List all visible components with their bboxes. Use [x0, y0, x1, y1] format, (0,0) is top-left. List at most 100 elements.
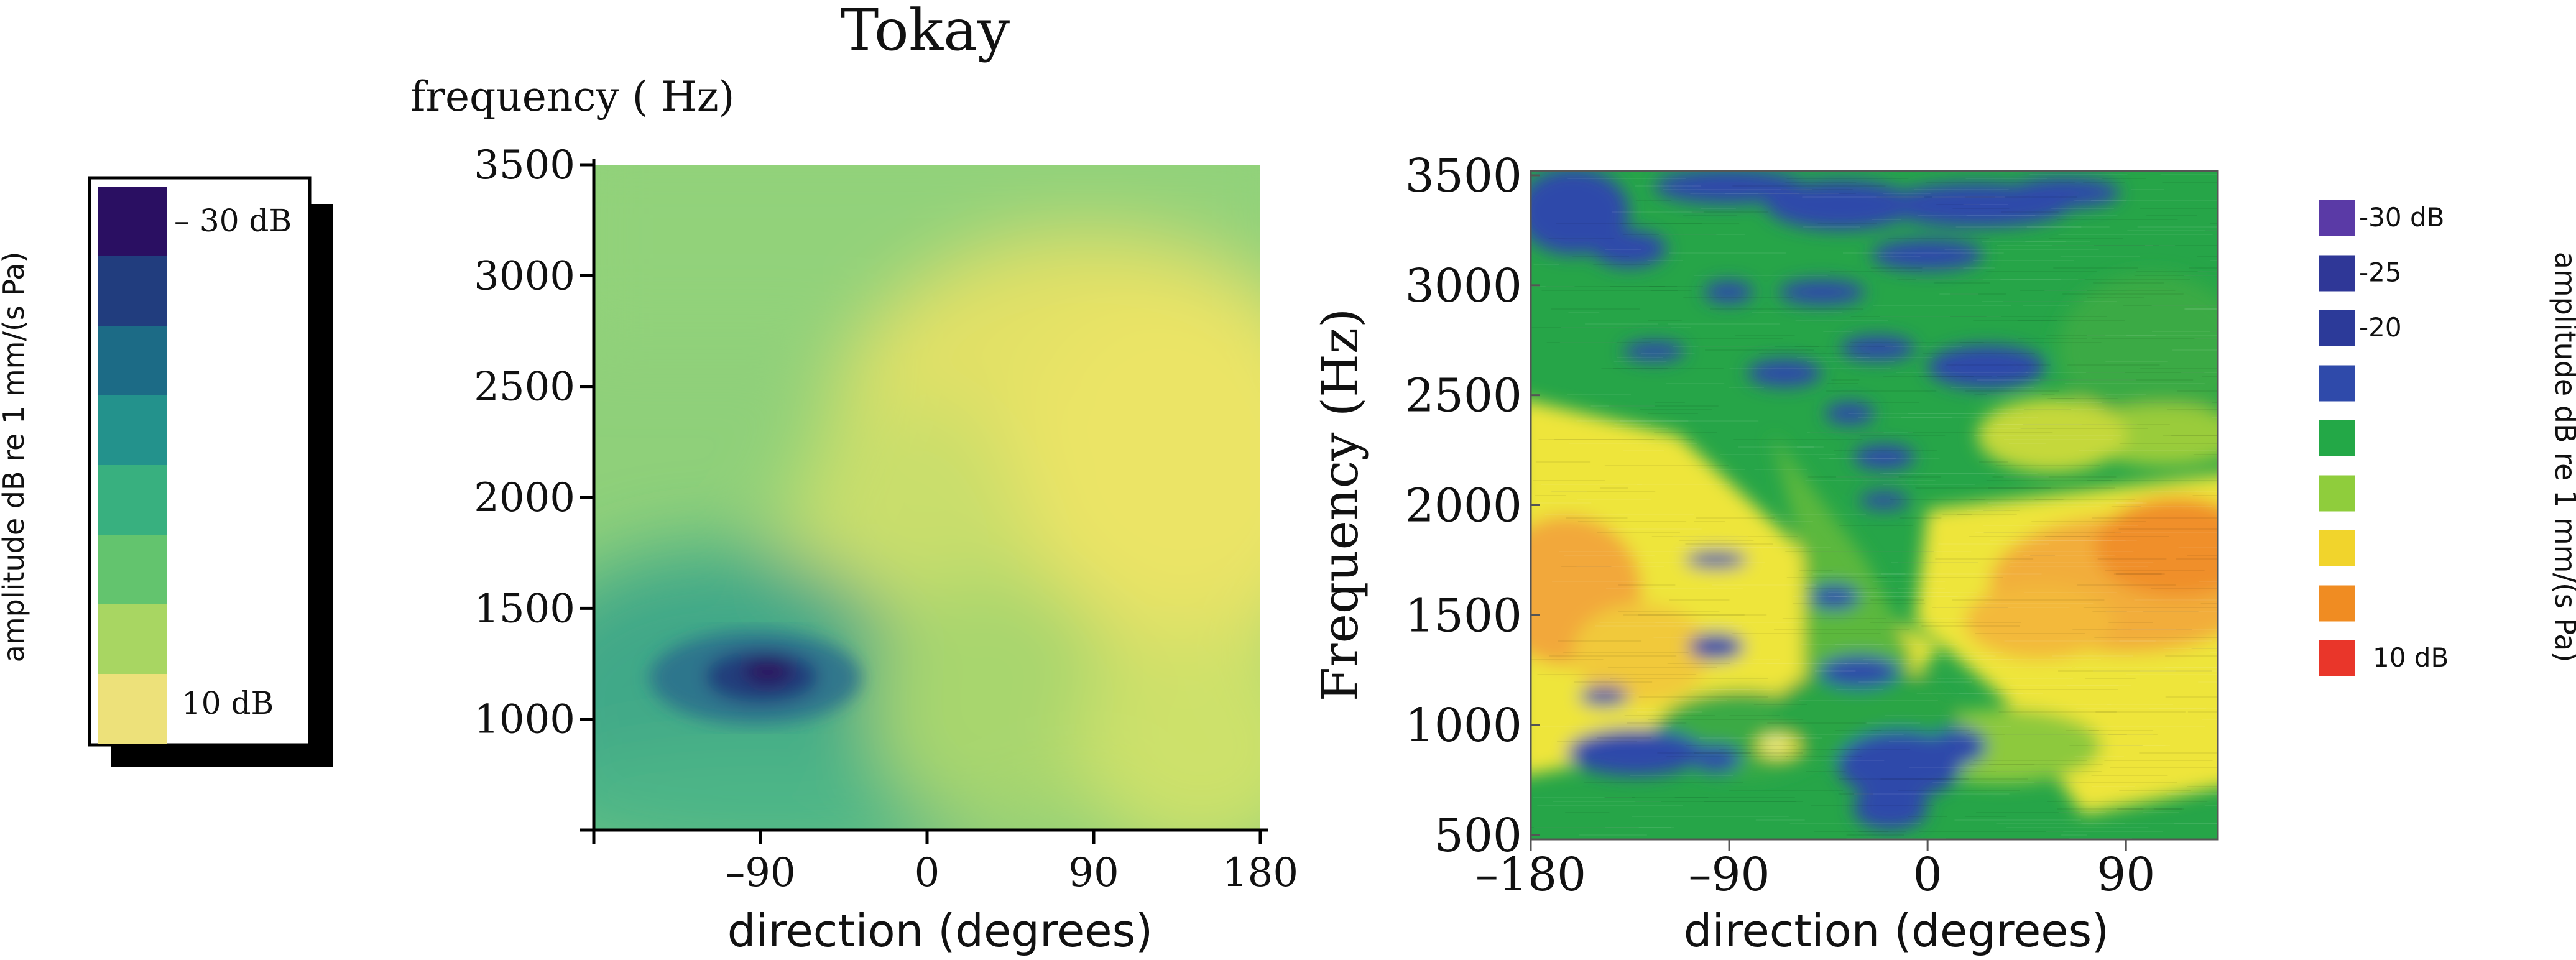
texture-streak [2092, 517, 2218, 519]
texture-streak [1623, 234, 1717, 235]
texture-streak [1693, 521, 1725, 522]
right-colorbar-swatch [2319, 640, 2355, 676]
texture-streak [2117, 808, 2184, 810]
texture-streak [2104, 760, 2213, 761]
texture-streak [1655, 402, 1685, 403]
texture-streak [2193, 454, 2218, 455]
texture-streak [1533, 264, 1559, 265]
texture-streak [1773, 629, 1910, 630]
texture-streak [2202, 376, 2218, 377]
texture-streak [1982, 301, 2117, 302]
right-colorbar-swatch [2319, 585, 2355, 622]
texture-streak [2010, 540, 2137, 541]
texture-streak [1617, 357, 1663, 358]
texture-streak [1988, 764, 2035, 765]
right-x-tick-label: 90 [2097, 848, 2155, 902]
texture-streak [1950, 316, 2108, 317]
texture-streak [2143, 611, 2199, 612]
texture-streak [1876, 588, 1946, 589]
texture-streak [2064, 383, 2205, 384]
texture-streak [2185, 308, 2218, 310]
texture-streak [1565, 812, 1610, 813]
texture-streak [2083, 607, 2218, 608]
texture-streak [2163, 648, 2218, 649]
texture-streak [2093, 282, 2164, 284]
texture-streak [1614, 424, 1652, 425]
texture-streak [2108, 622, 2153, 623]
left-y-tick-label: 1000 [474, 697, 575, 743]
left-colorbar-axis-label: amplitude dB re 1 mm/(s Pa) [0, 252, 30, 663]
texture-streak [1973, 260, 2074, 261]
left-y-tick-label: 3500 [474, 142, 575, 188]
texture-streak [1604, 465, 1729, 466]
texture-streak [2177, 390, 2218, 392]
texture-streak [1846, 834, 1904, 836]
texture-streak [1699, 737, 1823, 739]
texture-streak [1872, 219, 1901, 220]
texture-streak [1551, 491, 1656, 492]
texture-streak [2166, 793, 2218, 795]
texture-streak [2026, 226, 2110, 228]
texture-streak [2194, 338, 2218, 339]
texture-streak [1782, 618, 1886, 619]
texture-streak [1883, 484, 1975, 485]
texture-streak [1618, 611, 1720, 612]
texture-streak [1794, 346, 1894, 347]
texture-streak [2212, 417, 2218, 418]
texture-streak [2102, 402, 2218, 403]
texture-streak [1858, 831, 1889, 832]
texture-streak [1939, 293, 1978, 295]
texture-streak [1663, 189, 1812, 190]
texture-streak [2172, 349, 2218, 351]
texture-streak [1834, 596, 1993, 597]
texture-streak [1541, 290, 1678, 291]
left-x-axis-label: direction (degrees) [727, 905, 1153, 957]
texture-streak [2205, 230, 2218, 231]
texture-streak [1983, 532, 2121, 533]
texture-streak [1936, 607, 2070, 608]
texture-streak [1624, 715, 1715, 716]
texture-streak [1553, 801, 1661, 802]
texture-streak [2199, 581, 2218, 582]
texture-streak [1658, 234, 1745, 235]
texture-streak [1710, 308, 1864, 310]
texture-streak [2018, 338, 2087, 339]
texture-streak [1576, 499, 1651, 500]
right-colorbar-swatch [2319, 365, 2355, 402]
texture-streak [1735, 335, 1795, 336]
texture-streak [1880, 778, 2028, 780]
texture-streak [1605, 588, 1743, 589]
texture-streak [2126, 506, 2212, 507]
texture-streak [2097, 558, 2167, 560]
texture-streak [1952, 208, 2010, 209]
texture-streak [2079, 450, 2216, 451]
texture-streak [1654, 432, 1717, 433]
texture-streak [2192, 495, 2218, 496]
texture-streak [1799, 570, 1833, 571]
right-y-tick-label: 500 [1434, 809, 1522, 862]
texture-streak [1548, 238, 1615, 239]
texture-streak [1579, 834, 1647, 836]
texture-streak [2052, 245, 2159, 246]
texture-streak [1872, 581, 1946, 582]
texture-streak [2025, 241, 2090, 242]
texture-streak [1612, 211, 1704, 213]
texture-streak [2165, 655, 2218, 657]
texture-streak [1932, 607, 2008, 608]
left-colorbar-swatch [98, 187, 167, 257]
texture-streak [2151, 588, 2218, 589]
texture-streak [1618, 584, 1676, 586]
texture-streak [1554, 439, 1655, 440]
texture-streak [1842, 252, 2004, 254]
texture-streak [2178, 547, 2218, 548]
texture-streak [1873, 305, 2011, 306]
left-colorbar-swatch [98, 326, 167, 396]
texture-streak [1637, 484, 1730, 485]
texture-streak [1922, 267, 1995, 269]
texture-streak [2105, 570, 2205, 571]
texture-streak [2060, 256, 2140, 257]
texture-streak [2202, 719, 2218, 720]
texture-streak [2115, 532, 2218, 533]
texture-streak [1599, 622, 1734, 623]
